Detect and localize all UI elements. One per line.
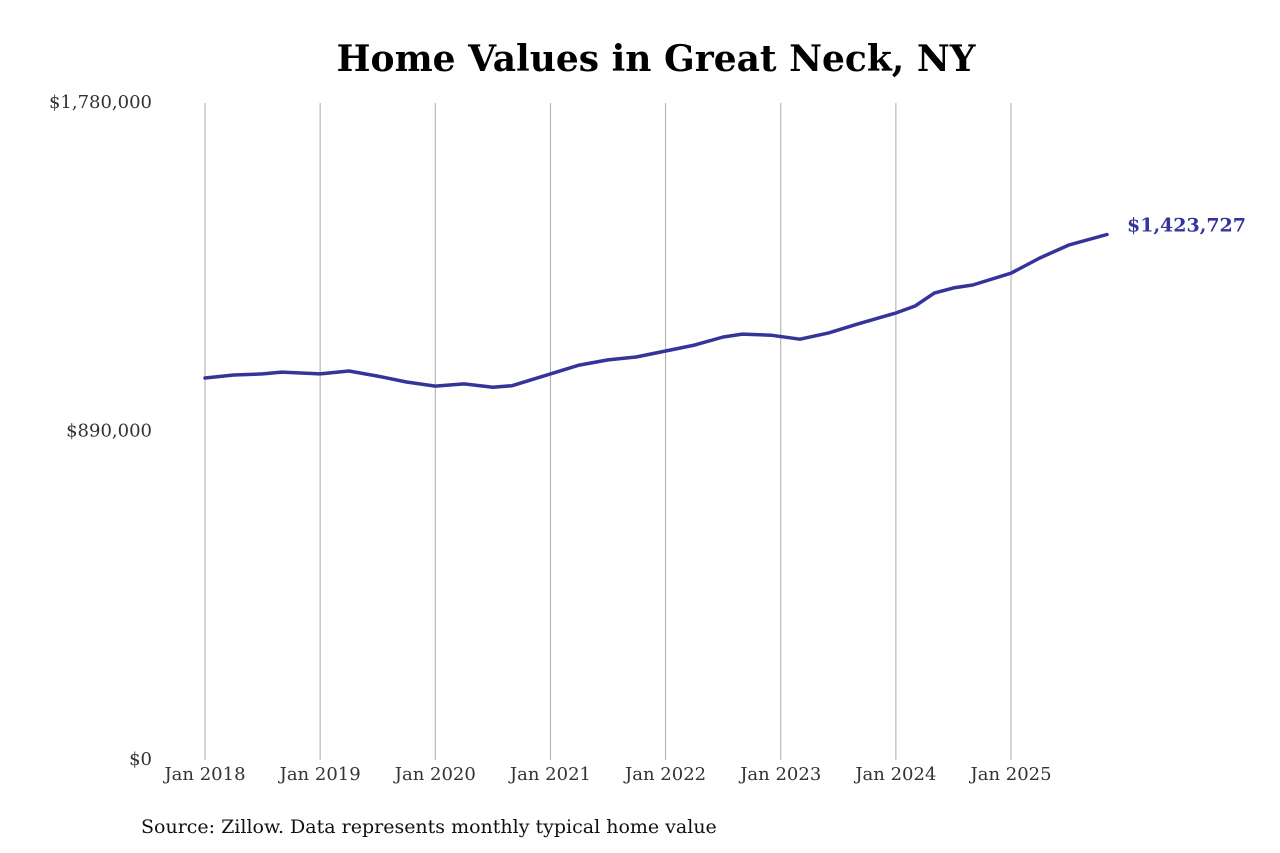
- y-tick-label: $890,000: [66, 421, 152, 442]
- x-tick-label: Jan 2020: [393, 764, 476, 785]
- x-tick-label: Jan 2018: [162, 764, 245, 785]
- x-tick-label: Jan 2019: [278, 764, 361, 785]
- chart-title: Home Values in Great Neck, NY: [337, 38, 977, 80]
- value-label: $1,423,727: [1127, 215, 1246, 237]
- x-tick-label: Jan 2021: [508, 764, 591, 785]
- x-tick-label: Jan 2023: [738, 764, 821, 785]
- source-note: Source: Zillow. Data represents monthly …: [141, 816, 717, 838]
- line-series: [203, 232, 1109, 389]
- x-tick-label: Jan 2025: [969, 764, 1052, 785]
- y-tick-label: $1,780,000: [49, 92, 152, 113]
- x-tick-label: Jan 2024: [853, 764, 936, 785]
- x-tick-label: Jan 2022: [623, 764, 706, 785]
- y-tick-label: $0: [129, 749, 152, 770]
